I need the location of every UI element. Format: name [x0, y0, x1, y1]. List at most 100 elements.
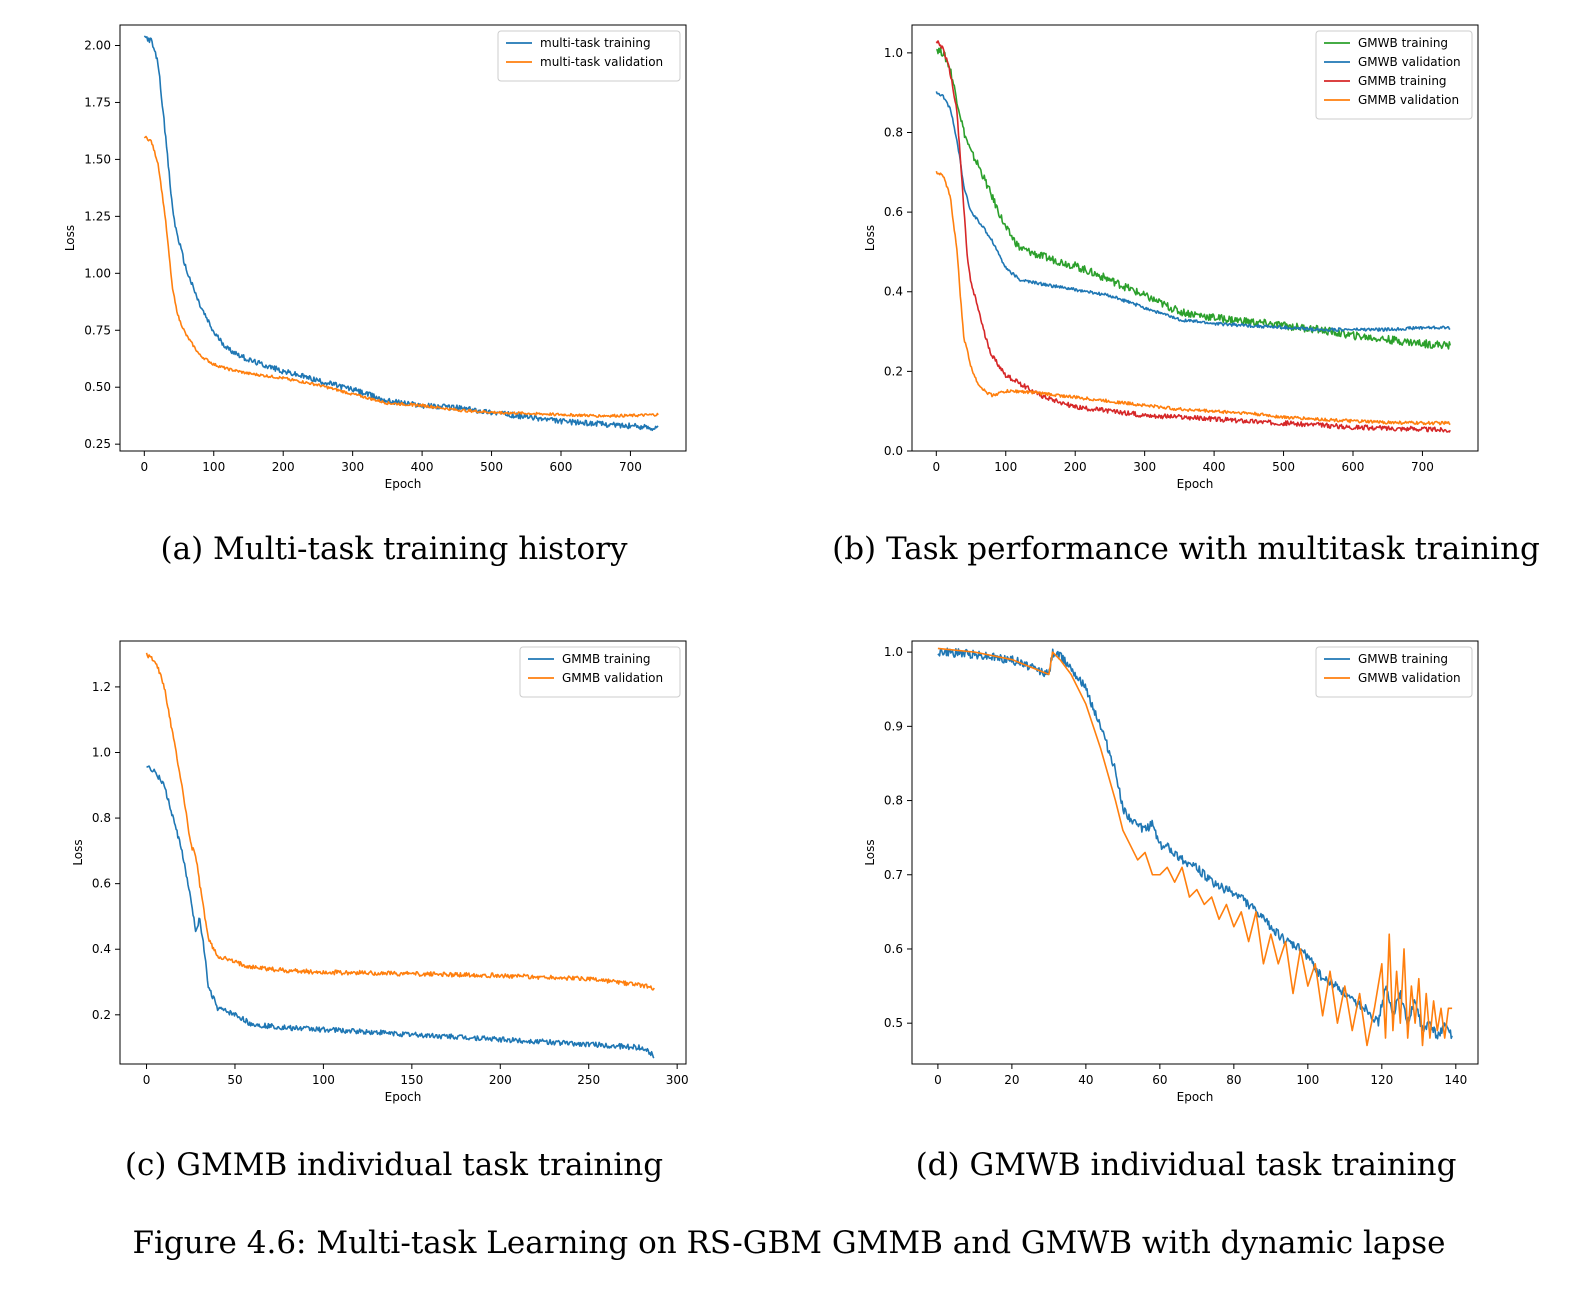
x-axis-label: Epoch: [1177, 477, 1214, 491]
x-tick-label: 400: [411, 460, 434, 474]
legend: GMMB training GMMB validation: [519, 646, 681, 698]
caption-d: (d) GMWB individual task training: [916, 1147, 1457, 1183]
x-tick-label: 500: [480, 460, 503, 474]
series-line-gmmb-training: [146, 765, 655, 1059]
legend-box: [497, 30, 681, 82]
y-axis-label: Loss: [863, 839, 877, 865]
y-axis-label: Loss: [63, 225, 77, 251]
y-tick-label: 0.7: [884, 868, 903, 882]
series-line-gmmb-validation: [935, 170, 1451, 426]
y-tick-label: 0.5: [884, 1016, 903, 1030]
legend-label: multi-task training: [540, 36, 651, 50]
y-tick-label: 0.2: [884, 364, 903, 378]
x-tick-label: 700: [619, 460, 642, 474]
y-tick-label: 1.0: [884, 645, 903, 659]
y-tick-label: 1.25: [84, 209, 111, 223]
legend-box: [1315, 646, 1473, 698]
x-tick-label: 200: [1064, 460, 1087, 474]
chart-panel-c: 0 50 100 150 200 250 300 0.2 0.4 0.6 0.8 1.0 1.2 Epoc…: [71, 640, 689, 1104]
x-tick-label: 200: [272, 460, 295, 474]
x-axis-label: Epoch: [385, 1090, 422, 1104]
chart-panel-b: 0 100 200 300 400 500 600 700 0.0 0.2 0.4 0.6 0.8 1.0…: [863, 24, 1479, 491]
x-tick-label: 300: [666, 1073, 689, 1087]
plot-area: [911, 640, 1479, 1065]
plot-area: [119, 24, 687, 452]
y-tick-label: 2.00: [84, 39, 111, 53]
x-tick-label: 600: [1342, 460, 1365, 474]
series-line-gmwb-training: [937, 647, 1453, 1040]
x-tick-label: 400: [1203, 460, 1226, 474]
y-tick-label: 0.0: [884, 444, 903, 458]
x-tick-label: 250: [577, 1073, 600, 1087]
x-tick-label: 100: [312, 1073, 335, 1087]
x-tick-label: 20: [1004, 1073, 1019, 1087]
x-tick-label: 200: [489, 1073, 512, 1087]
legend-label: multi-task validation: [540, 55, 663, 69]
legend-box: [519, 646, 681, 698]
y-tick-label: 0.75: [84, 323, 111, 337]
chart-panel-d: 0 20 40 60 80 100 120 140 0.5 0.6 0.7 0.8 0.9 1.0 Epoc…: [863, 640, 1479, 1104]
y-tick-label: 1.50: [84, 152, 111, 166]
y-tick-label: 1.0: [92, 745, 111, 759]
x-tick-label: 50: [227, 1073, 242, 1087]
x-tick-label: 500: [1272, 460, 1295, 474]
x-tick-label: 300: [1133, 460, 1156, 474]
legend-label: GMWB validation: [1358, 55, 1461, 69]
series-line-gmwb-validation: [935, 91, 1451, 332]
figure-caption: Figure 4.6: Multi-task Learning on RS-GB…: [133, 1225, 1446, 1261]
x-tick-label: 0: [140, 460, 148, 474]
y-tick-label: 0.8: [884, 794, 903, 808]
y-tick-label: 0.50: [84, 380, 111, 394]
y-tick-label: 0.8: [884, 125, 903, 139]
y-tick-label: 0.4: [884, 285, 903, 299]
legend-label: GMMB training: [562, 652, 651, 666]
x-tick-label: 700: [1411, 460, 1434, 474]
y-tick-label: 1.2: [92, 680, 111, 694]
legend-label: GMMB validation: [1358, 93, 1459, 107]
x-axis-label: Epoch: [385, 477, 422, 491]
x-tick-label: 300: [341, 460, 364, 474]
x-tick-label: 100: [202, 460, 225, 474]
chart-panel-a: 0 100 200 300 400 500 600 700 0.25 0.50 0.75 1.00 1.…: [63, 24, 687, 491]
legend-label: GMWB training: [1358, 36, 1448, 50]
x-tick-label: 60: [1152, 1073, 1167, 1087]
x-axis-label: Epoch: [1177, 1090, 1214, 1104]
series-line-gmmb-training: [935, 40, 1451, 433]
y-tick-label: 0.6: [884, 942, 903, 956]
legend-label: GMMB training: [1358, 74, 1447, 88]
caption-b: (b) Task performance with multitask trai…: [832, 531, 1540, 567]
legend-label: GMWB training: [1358, 652, 1448, 666]
legend-label: GMWB validation: [1358, 671, 1461, 685]
x-tick-label: 0: [143, 1073, 151, 1087]
x-tick-label: 100: [994, 460, 1017, 474]
series-line-multi-task-validation: [143, 135, 659, 418]
y-tick-label: 0.6: [884, 205, 903, 219]
y-tick-label: 0.6: [92, 877, 111, 891]
y-axis-label: Loss: [71, 839, 85, 865]
x-tick-label: 140: [1444, 1073, 1467, 1087]
y-tick-label: 1.00: [84, 266, 111, 280]
x-tick-label: 40: [1078, 1073, 1093, 1087]
legend: GMWB training GMWB validation GMMB trainin…: [1315, 30, 1473, 120]
x-tick-label: 120: [1370, 1073, 1393, 1087]
y-tick-label: 0.9: [884, 719, 903, 733]
y-tick-label: 1.75: [84, 95, 111, 109]
caption-a: (a) Multi-task training history: [161, 531, 628, 567]
legend: GMWB training GMWB validation: [1315, 646, 1473, 698]
plot-area: [911, 24, 1479, 452]
x-tick-label: 150: [400, 1073, 423, 1087]
y-tick-label: 1.0: [884, 46, 903, 60]
y-axis-label: Loss: [863, 225, 877, 251]
x-tick-label: 100: [1296, 1073, 1319, 1087]
y-tick-label: 0.25: [84, 437, 111, 451]
caption-c: (c) GMMB individual task training: [125, 1147, 663, 1183]
y-tick-label: 0.2: [92, 1008, 111, 1022]
x-tick-label: 0: [934, 1073, 942, 1087]
x-tick-label: 600: [550, 460, 573, 474]
series-line-gmwb-training: [936, 46, 1451, 350]
series-line-gmwb-validation: [937, 647, 1453, 1047]
series-line-gmmb-validation: [145, 652, 655, 991]
legend-box: [1315, 30, 1473, 120]
y-tick-label: 0.4: [92, 942, 111, 956]
